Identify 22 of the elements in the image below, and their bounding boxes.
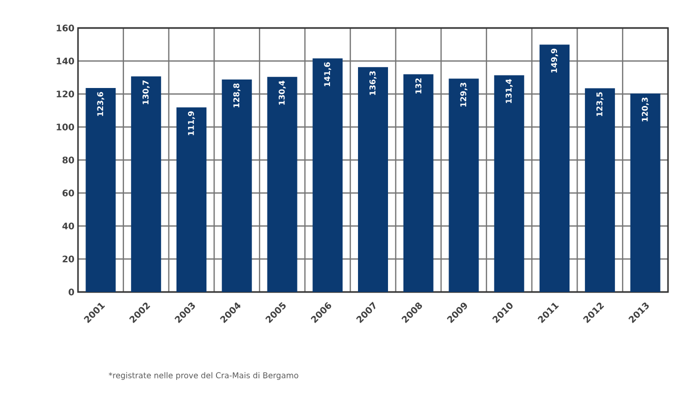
y-tick-label: 40 xyxy=(62,222,74,230)
bar xyxy=(494,75,524,292)
bar xyxy=(267,76,298,292)
bar xyxy=(630,94,660,292)
y-tick-label: 20 xyxy=(62,256,74,262)
bar xyxy=(358,67,388,292)
bar xyxy=(584,88,615,292)
bar xyxy=(448,78,479,292)
bar xyxy=(86,88,116,292)
y-tick-label: 160 xyxy=(56,24,74,32)
y-tick-label: 140 xyxy=(56,58,74,64)
y-tick-label: 60 xyxy=(62,190,74,196)
bar xyxy=(403,74,434,292)
y-tick-label: 80 xyxy=(62,156,74,164)
bar xyxy=(312,58,343,292)
bar xyxy=(222,79,252,292)
bar xyxy=(176,107,206,292)
bar xyxy=(540,44,570,292)
bar xyxy=(131,76,162,292)
y-tick-label: 100 xyxy=(56,124,74,130)
y-tick-label: 120 xyxy=(56,90,74,98)
y-tick-label: 0 xyxy=(68,288,74,296)
